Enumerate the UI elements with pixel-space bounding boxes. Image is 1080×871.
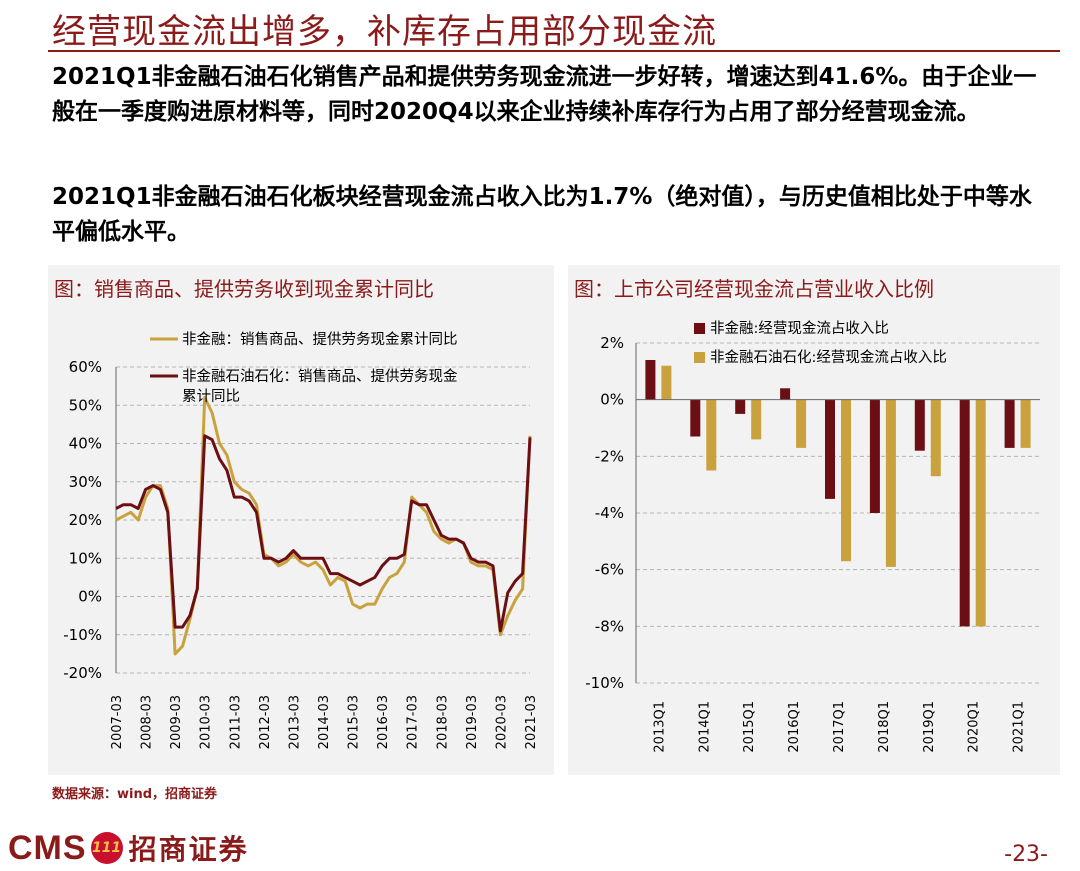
bar-2-2017Q1: [841, 399, 851, 562]
y-tick-label: 0%: [600, 391, 624, 409]
x-tick-label: 2016-03: [376, 695, 391, 749]
bar-2-2015Q1: [751, 399, 762, 440]
x-tick-label: 2017-03: [406, 695, 421, 749]
bar-2-2021Q1: [1020, 399, 1031, 448]
series-line-2: [115, 434, 532, 633]
y-tick-label: -6%: [595, 561, 624, 579]
x-tick-label: 2021-03: [524, 695, 539, 749]
bar-1-2020Q1: [959, 399, 970, 627]
x-tick-label: 2014-03: [317, 695, 332, 749]
x-tick-label: 2021Q1: [1012, 701, 1027, 753]
y-tick-label: 0%: [78, 588, 102, 606]
y-tick-label: 60%: [69, 358, 102, 376]
bar-2-2014Q1: [706, 399, 717, 471]
bar-1-2017Q1: [825, 399, 835, 499]
x-tick-label: 2015Q1: [742, 701, 757, 753]
y-tick-label: -4%: [595, 504, 624, 522]
legend-label-2: 非金融石油石化：销售商品、提供劳务现金: [182, 368, 458, 385]
x-tick-label: 2018-03: [435, 695, 450, 749]
slide-title: 经营现金流出增多，补库存占用部分现金流: [52, 12, 717, 52]
line-chart-panel: 图：销售商品、提供劳务收到现金累计同比 60% 50% 40% 30% 20% 10% 0%…: [48, 265, 554, 775]
series-line-1: [115, 396, 532, 656]
logo-cms-text: CMS: [8, 828, 87, 867]
x-tick-label: 2013Q1: [652, 701, 667, 753]
x-tick-label: 2014Q1: [697, 701, 712, 753]
bar-1-2013Q1: [645, 360, 656, 400]
legend-swatch-2: [694, 352, 705, 363]
bar-1-2018Q1: [869, 399, 880, 513]
company-logo: CMS 111 招商证券: [8, 828, 249, 868]
y-tick-label: 50%: [69, 396, 102, 414]
x-tick-label: 2011-03: [228, 695, 243, 749]
x-tick-label: 2007-03: [110, 695, 125, 749]
y-tick-label: -8%: [595, 617, 624, 635]
logo-company-name: 招商证券: [128, 833, 249, 866]
x-tick-label: 2009-03: [169, 695, 184, 749]
x-tick-label: 2018Q1: [877, 701, 892, 753]
x-tick-label: 2019Q1: [922, 701, 937, 753]
logo-badge-icon: 111: [90, 832, 123, 864]
data-source-note: 数据来源：wind，招商证券: [52, 787, 218, 802]
y-tick-label: 20%: [69, 511, 102, 529]
bar-chart-title: 图：上市公司经营现金流占营业收入比例: [574, 277, 934, 301]
bar-1-2015Q1: [735, 399, 746, 414]
bar-2-2019Q1: [930, 399, 941, 477]
legend-label-2: 非金融石油石化:经营现金流占收入比: [710, 349, 947, 366]
bar-chart: 2% 0% -2% -4% -6% -8% -10% 2013Q1 2014Q1 2015Q1 20…: [585, 320, 1040, 753]
legend-label-1: 非金融：销售商品、提供劳务现金累计同比: [182, 331, 458, 348]
y-tick-label: -2%: [595, 447, 624, 465]
bar-chart-panel: 图：上市公司经营现金流占营业收入比例 2% 0% -2% -4% -6% -8% -10% 2…: [568, 265, 1060, 775]
x-tick-label: 2010-03: [199, 695, 214, 749]
x-tick-label: 2016Q1: [787, 701, 802, 753]
y-tick-label: 40%: [69, 435, 102, 453]
x-tick-label: 2020-03: [494, 695, 509, 749]
x-tick-label: 2019-03: [465, 695, 480, 749]
legend-swatch-1: [694, 323, 705, 334]
legend-label-1: 非金融:经营现金流占收入比: [710, 320, 889, 337]
bar-2-2013Q1: [661, 365, 672, 400]
y-tick-label: 2%: [600, 334, 624, 352]
x-tick-label: 2008-03: [140, 695, 155, 749]
bar-1-2016Q1: [780, 388, 791, 400]
bar-2-2016Q1: [796, 399, 807, 448]
legend-label-2-cont: 累计同比: [182, 388, 240, 405]
x-tick-label: 2012-03: [258, 695, 273, 749]
y-tick-label: -10%: [585, 674, 624, 692]
bar-2-2018Q1: [885, 399, 896, 567]
x-tick-label: 2013-03: [287, 695, 302, 749]
bar-2-2020Q1: [975, 399, 986, 627]
paragraph-summary-2: 2021Q1非金融石油石化板块经营现金流占收入比为1.7%（绝对值），与历史值相…: [52, 184, 1032, 245]
bar-1-2019Q1: [914, 399, 925, 451]
bar-1-2021Q1: [1004, 399, 1015, 448]
x-tick-label: 2017Q1: [832, 701, 847, 753]
x-tick-label: 2020Q1: [967, 701, 982, 753]
y-tick-label: 10%: [69, 549, 102, 567]
y-tick-label: -10%: [63, 626, 102, 644]
y-tick-label: 30%: [69, 473, 102, 491]
bar-1-2014Q1: [690, 399, 701, 437]
line-chart: 60% 50% 40% 30% 20% 10% 0% -10% -20% 2007-03 2008-…: [63, 331, 539, 749]
title-underline: [48, 50, 1060, 52]
y-tick-label: -20%: [63, 664, 102, 682]
paragraph-summary-1: 2021Q1非金融石油石化销售产品和提供劳务现金流进一步好转，增速达到41.6%…: [52, 64, 1037, 125]
page-number: -23-: [1004, 842, 1048, 867]
line-chart-title: 图：销售商品、提供劳务收到现金累计同比: [54, 277, 434, 301]
x-tick-label: 2015-03: [347, 695, 362, 749]
